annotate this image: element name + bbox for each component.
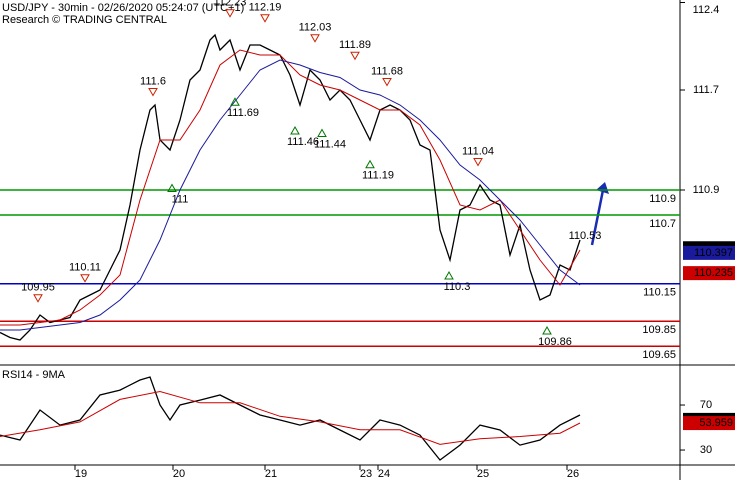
low-label: 111.69 bbox=[227, 107, 259, 119]
high-marker bbox=[33, 294, 43, 303]
high-label: 112.23 bbox=[214, 0, 247, 9]
x-tick-label: 24 bbox=[378, 468, 390, 480]
y-tick-label: 111.7 bbox=[693, 84, 719, 96]
high-label: 112.19 bbox=[249, 2, 282, 14]
high-marker bbox=[260, 14, 270, 23]
high-label: 111.89 bbox=[339, 39, 371, 51]
series-line bbox=[0, 376, 581, 461]
low-marker bbox=[365, 159, 375, 169]
low-label: 111.19 bbox=[362, 170, 394, 182]
low-marker bbox=[542, 325, 552, 335]
series-line bbox=[0, 49, 581, 326]
low-marker bbox=[290, 125, 300, 135]
series-line bbox=[0, 59, 581, 331]
high-marker bbox=[473, 158, 483, 167]
x-tick-label: 23 bbox=[360, 468, 372, 480]
low-label: 111.46 bbox=[287, 136, 319, 148]
high-marker bbox=[148, 88, 158, 97]
low-label: 110.3 bbox=[444, 281, 471, 293]
low-marker bbox=[444, 270, 454, 280]
arrow-head bbox=[596, 182, 609, 194]
series-line bbox=[0, 390, 581, 445]
level-label: 109.65 bbox=[642, 349, 676, 361]
high-marker bbox=[310, 34, 320, 43]
low-label: 111.44 bbox=[314, 138, 346, 150]
low-label: 109.86 bbox=[538, 336, 572, 348]
chart-subtitle: Research © TRADING CENTRAL bbox=[2, 14, 167, 26]
high-marker bbox=[350, 51, 360, 61]
price-box-label: 110.235 bbox=[694, 267, 733, 279]
x-tick-label: 20 bbox=[173, 468, 185, 480]
price-box bbox=[683, 245, 735, 260]
low-marker bbox=[230, 97, 240, 106]
high-label: 111.6 bbox=[140, 75, 166, 87]
y-tick-label: 30 bbox=[700, 444, 712, 456]
low-label: 111 bbox=[172, 193, 189, 205]
high-label: 112.03 bbox=[299, 22, 332, 34]
annotation-label: 110.53 bbox=[569, 230, 602, 242]
x-tick-label: 19 bbox=[75, 468, 87, 480]
level-label: 110.7 bbox=[649, 218, 676, 230]
forecast-arrow bbox=[590, 189, 605, 246]
high-label: 111.04 bbox=[462, 145, 494, 157]
price-box-label: 53.959 bbox=[699, 417, 733, 429]
high-label: 110.11 bbox=[69, 262, 101, 274]
high-label: 109.95 bbox=[21, 282, 55, 294]
y-tick-label: 112.4 bbox=[693, 4, 720, 16]
x-tick-label: 25 bbox=[477, 468, 489, 480]
x-tick-label: 21 bbox=[265, 468, 277, 480]
low-marker bbox=[317, 128, 327, 137]
level-label: 110.15 bbox=[643, 287, 676, 299]
high-marker bbox=[382, 78, 392, 87]
level-label: 110.9 bbox=[649, 193, 676, 205]
price-box bbox=[683, 416, 735, 431]
y-tick-label: 70 bbox=[700, 399, 712, 411]
price-box bbox=[683, 266, 735, 281]
low-marker bbox=[167, 183, 177, 192]
price-box-label: 110.397 bbox=[694, 247, 733, 259]
y-tick-label: 110.9 bbox=[693, 184, 720, 196]
high-label: 111.68 bbox=[371, 65, 403, 77]
high-marker bbox=[225, 9, 235, 18]
panel-title: RSI14 - 9MA bbox=[2, 369, 66, 381]
level-label: 109.85 bbox=[642, 324, 676, 336]
x-tick-label: 26 bbox=[567, 468, 579, 480]
chart-title: USD/JPY - 30min - 02/26/2020 05:24:07 (U… bbox=[2, 2, 244, 14]
high-marker bbox=[80, 274, 90, 283]
